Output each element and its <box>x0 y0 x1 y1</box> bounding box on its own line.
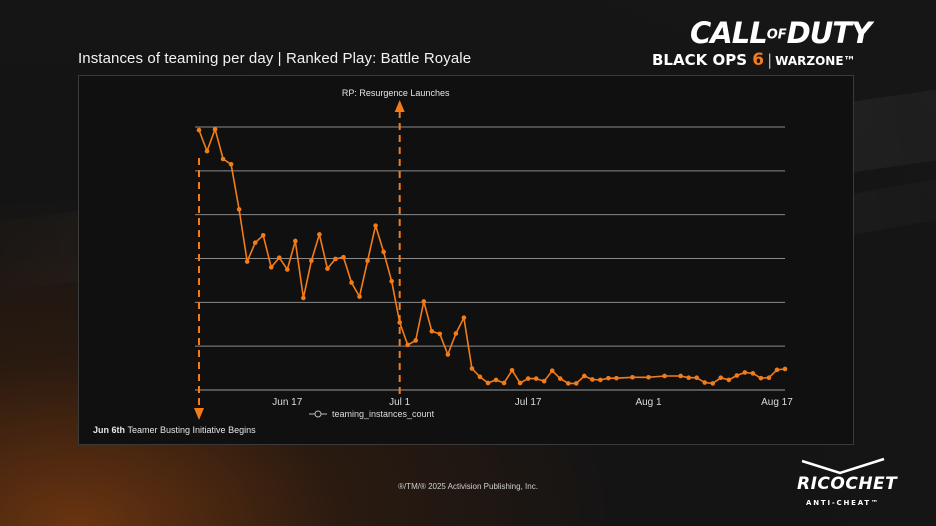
data-point <box>758 375 764 381</box>
anti-cheat-tagline: ANTI-CHEAT™ <box>806 499 880 507</box>
data-point <box>228 161 234 167</box>
data-point <box>276 255 282 260</box>
x-tick-label: Aug 1 <box>635 397 662 408</box>
data-point <box>517 380 523 386</box>
arrow-down-icon <box>194 408 204 420</box>
data-point <box>694 375 699 381</box>
annotation-label: RP: Resurgence Launches <box>342 88 450 98</box>
data-point <box>590 377 595 382</box>
x-tick-label: Jul 17 <box>515 397 542 408</box>
data-point <box>774 367 780 373</box>
data-point <box>204 148 210 154</box>
page-title: Instances of teaming per day | Ranked Pl… <box>78 50 472 67</box>
data-point <box>413 338 419 343</box>
x-tick-label: Jul 1 <box>389 397 411 408</box>
data-point <box>565 381 571 386</box>
data-point <box>405 342 411 348</box>
data-point <box>453 331 459 336</box>
data-point <box>357 294 362 299</box>
annotation-label-date: Jun 6th <box>93 425 128 435</box>
data-point <box>750 371 756 376</box>
data-point <box>325 266 330 271</box>
x-tick-label: Aug 17 <box>761 397 793 408</box>
data-point <box>309 258 314 263</box>
data-point <box>236 207 242 212</box>
data-point <box>469 366 475 371</box>
data-point <box>373 223 378 228</box>
data-point <box>606 375 611 381</box>
data-point <box>702 380 708 385</box>
data-point <box>445 352 451 357</box>
data-point <box>260 232 266 238</box>
legend-marker <box>314 410 322 418</box>
data-point <box>509 367 515 373</box>
data-point <box>614 375 619 381</box>
data-point <box>477 374 483 380</box>
arrow-up-icon <box>394 100 405 112</box>
data-point <box>493 377 499 383</box>
data-point <box>742 370 748 375</box>
ricochet-logo: RICOCHET <box>797 474 898 494</box>
data-point <box>252 240 258 246</box>
data-point <box>429 328 435 334</box>
data-point <box>244 259 250 264</box>
data-point <box>582 373 587 379</box>
data-point <box>421 299 427 304</box>
data-point <box>782 366 788 372</box>
data-point <box>678 373 683 379</box>
black-ops-warzone-logo: BLACK OPS 6 | WARZONE™ <box>652 50 856 70</box>
data-point <box>349 280 354 285</box>
line-chart: Jun 17 Jul 1 Jul 17 Aug 1 Aug 17 RP: Resurgen… <box>93 88 793 435</box>
x-tick-label: Jun 17 <box>272 397 302 408</box>
data-point <box>220 156 226 162</box>
data-point <box>461 315 467 320</box>
data-point <box>662 373 667 379</box>
data-point <box>541 378 547 384</box>
data-point <box>293 238 298 244</box>
data-point <box>301 295 306 301</box>
data-point <box>381 249 386 255</box>
data-point <box>333 256 338 262</box>
series-line <box>198 128 786 385</box>
data-point <box>437 331 443 337</box>
data-point <box>630 374 635 380</box>
data-point <box>397 320 402 325</box>
annotation-label-text: Teamer Busting Initiative Begins <box>128 425 257 435</box>
data-point <box>525 376 531 381</box>
ricochet-logo-mark <box>801 457 885 475</box>
data-point <box>196 127 202 133</box>
data-point <box>686 375 691 381</box>
data-point <box>268 264 274 270</box>
data-point <box>710 381 716 386</box>
annotation-label: Jun 6th Teamer Busting Initiative Begins <box>93 425 256 435</box>
call-of-duty-logo: CALLOFDUTY <box>690 16 872 50</box>
data-point <box>285 267 290 272</box>
data-point <box>734 373 740 378</box>
data-point <box>726 377 732 383</box>
data-point <box>646 374 651 380</box>
data-point <box>485 380 491 386</box>
data-point <box>598 377 603 383</box>
data-point <box>766 375 772 381</box>
data-point <box>317 232 322 237</box>
data-point <box>212 126 218 132</box>
data-point <box>718 375 724 381</box>
copyright-footer: ®/TM/® 2025 Activision Publishing, Inc. <box>398 482 538 491</box>
data-point <box>389 278 394 284</box>
data-point <box>341 254 346 260</box>
data-point <box>549 368 555 374</box>
chart-panel: Jun 17 Jul 1 Jul 17 Aug 1 Aug 17 RP: Resurgen… <box>78 75 854 445</box>
data-point <box>573 381 579 386</box>
data-point <box>365 258 370 263</box>
legend-label: teaming_instances_count <box>332 409 435 419</box>
data-point <box>557 376 563 381</box>
data-point <box>501 380 507 386</box>
data-point <box>533 376 539 381</box>
